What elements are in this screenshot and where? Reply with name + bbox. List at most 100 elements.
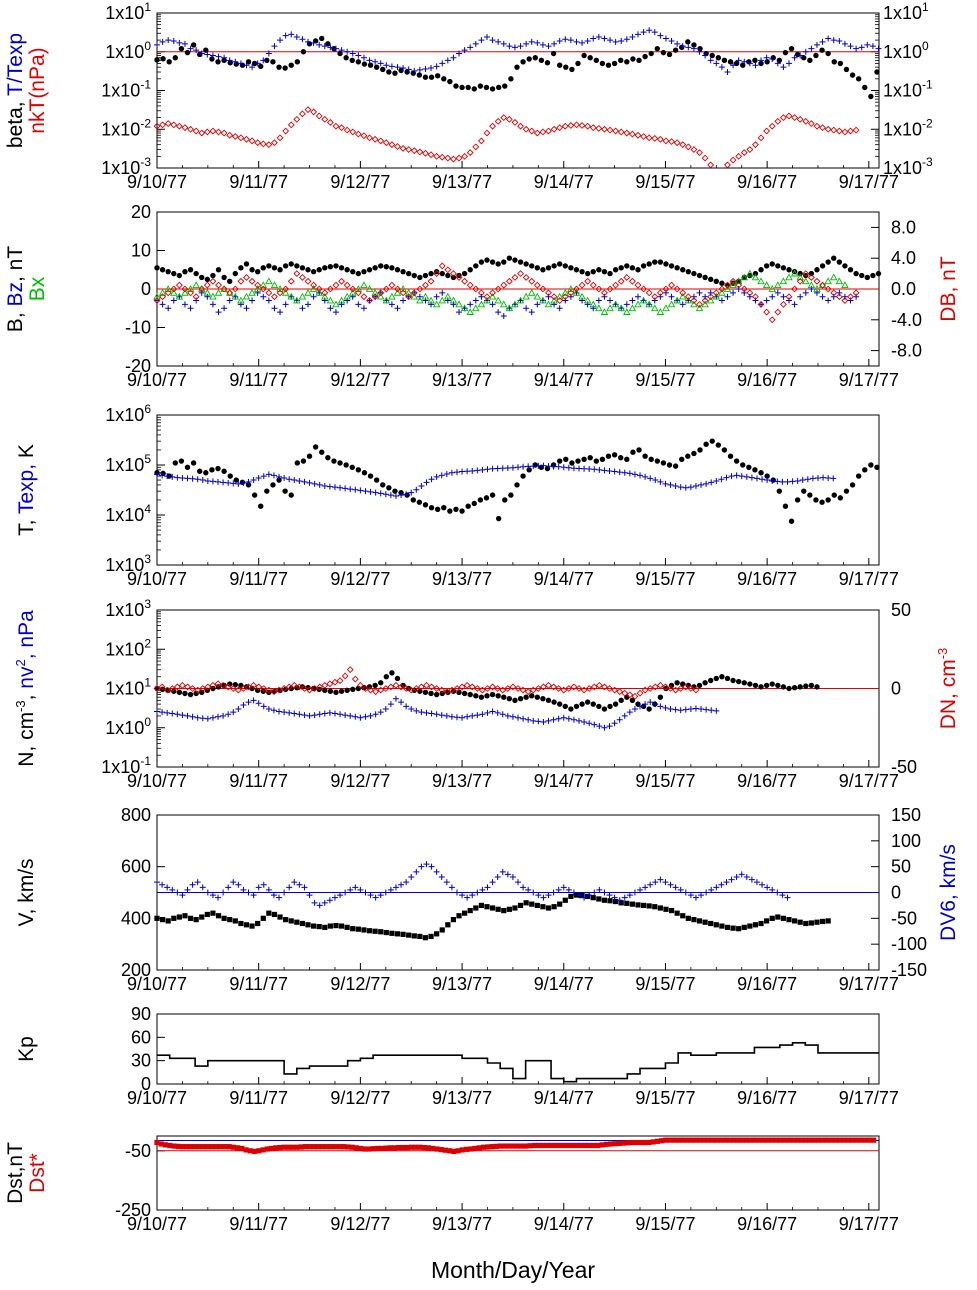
data-point	[769, 293, 776, 300]
data-point	[203, 281, 211, 289]
data-point	[428, 504, 435, 511]
data-point	[450, 301, 457, 308]
data-point	[623, 301, 630, 308]
data-point	[685, 39, 691, 45]
data-point	[752, 1137, 758, 1143]
data-point	[349, 57, 355, 64]
data-point	[573, 267, 580, 273]
data-point	[473, 685, 481, 692]
y-axis-label: V, km/s	[15, 858, 38, 926]
data-point	[343, 292, 351, 300]
data-point	[238, 265, 244, 271]
data-point	[837, 1137, 843, 1143]
data-point	[738, 871, 745, 878]
y-axis-label-part: B,	[4, 307, 27, 333]
data-point	[511, 44, 518, 51]
data-point	[656, 308, 665, 315]
data-point	[590, 683, 598, 691]
data-point	[538, 57, 545, 64]
data-point	[176, 914, 182, 920]
data-point	[502, 497, 508, 503]
data-point	[159, 301, 166, 308]
x-tick-label: 9/13/77	[432, 1088, 492, 1108]
data-point	[565, 685, 573, 692]
data-point	[741, 289, 748, 296]
data-point	[682, 484, 689, 491]
data-point	[172, 55, 179, 61]
data-point	[500, 281, 508, 289]
data-point	[382, 889, 389, 896]
data-point	[636, 689, 644, 697]
data-point	[357, 886, 364, 893]
data-point	[342, 889, 349, 896]
data-point	[243, 305, 250, 312]
data-point	[837, 495, 844, 501]
data-point	[355, 52, 362, 59]
data-point	[494, 465, 501, 472]
y-tick-label: 1x100	[105, 715, 151, 738]
x-tick-label: 9/12/77	[330, 569, 390, 589]
data-point	[222, 1144, 228, 1150]
data-point	[589, 281, 597, 289]
data-point	[530, 717, 537, 724]
data-point	[220, 285, 228, 293]
data-point	[735, 1137, 741, 1143]
data-point	[347, 712, 354, 719]
data-point	[786, 60, 793, 67]
tick-base: 1x10	[105, 3, 144, 23]
data-point	[382, 706, 389, 713]
data-point	[226, 131, 234, 139]
data-point	[520, 715, 527, 722]
data-point	[735, 57, 742, 64]
data-point	[774, 117, 782, 125]
data-point	[611, 452, 618, 458]
x-tick-label: 9/17/77	[839, 1088, 899, 1108]
data-point	[413, 1144, 419, 1150]
data-point	[187, 267, 194, 273]
x-tick-label: 9/16/77	[737, 172, 797, 192]
data-point	[618, 265, 624, 271]
data-point	[392, 884, 399, 891]
data-point	[332, 45, 339, 52]
data-point	[225, 884, 232, 891]
data-point	[196, 1144, 203, 1150]
data-point	[751, 273, 760, 281]
data-point	[164, 120, 172, 128]
data-point	[331, 458, 337, 464]
y-axis-label: Dst,nT	[4, 1142, 27, 1204]
data-point	[568, 265, 574, 271]
data-point	[500, 40, 507, 47]
data-point	[529, 263, 535, 269]
data-point	[807, 120, 815, 128]
data-point	[380, 66, 386, 73]
data-point	[321, 43, 328, 50]
data-point	[550, 463, 557, 470]
data-point	[545, 265, 552, 271]
x-tick-label: 9/12/77	[330, 1214, 390, 1234]
data-point	[674, 265, 680, 271]
data-point	[367, 686, 374, 694]
data-point	[349, 285, 357, 293]
data-point	[438, 472, 445, 479]
data-point	[770, 477, 776, 483]
data-point	[245, 482, 252, 488]
data-series	[154, 892, 831, 941]
data-point	[276, 894, 283, 901]
data-point	[170, 121, 178, 129]
data-point	[199, 715, 206, 722]
data-point	[472, 40, 479, 47]
data-point	[288, 685, 294, 692]
data-point	[825, 297, 832, 304]
data-point	[434, 73, 441, 79]
data-point	[468, 1146, 474, 1152]
data-point	[326, 285, 334, 293]
data-point	[719, 673, 725, 680]
data-point	[556, 124, 564, 132]
data-point	[394, 931, 401, 937]
data-point	[499, 465, 506, 472]
data-point	[237, 60, 244, 67]
data-point	[544, 1142, 550, 1149]
data-point	[679, 44, 685, 51]
